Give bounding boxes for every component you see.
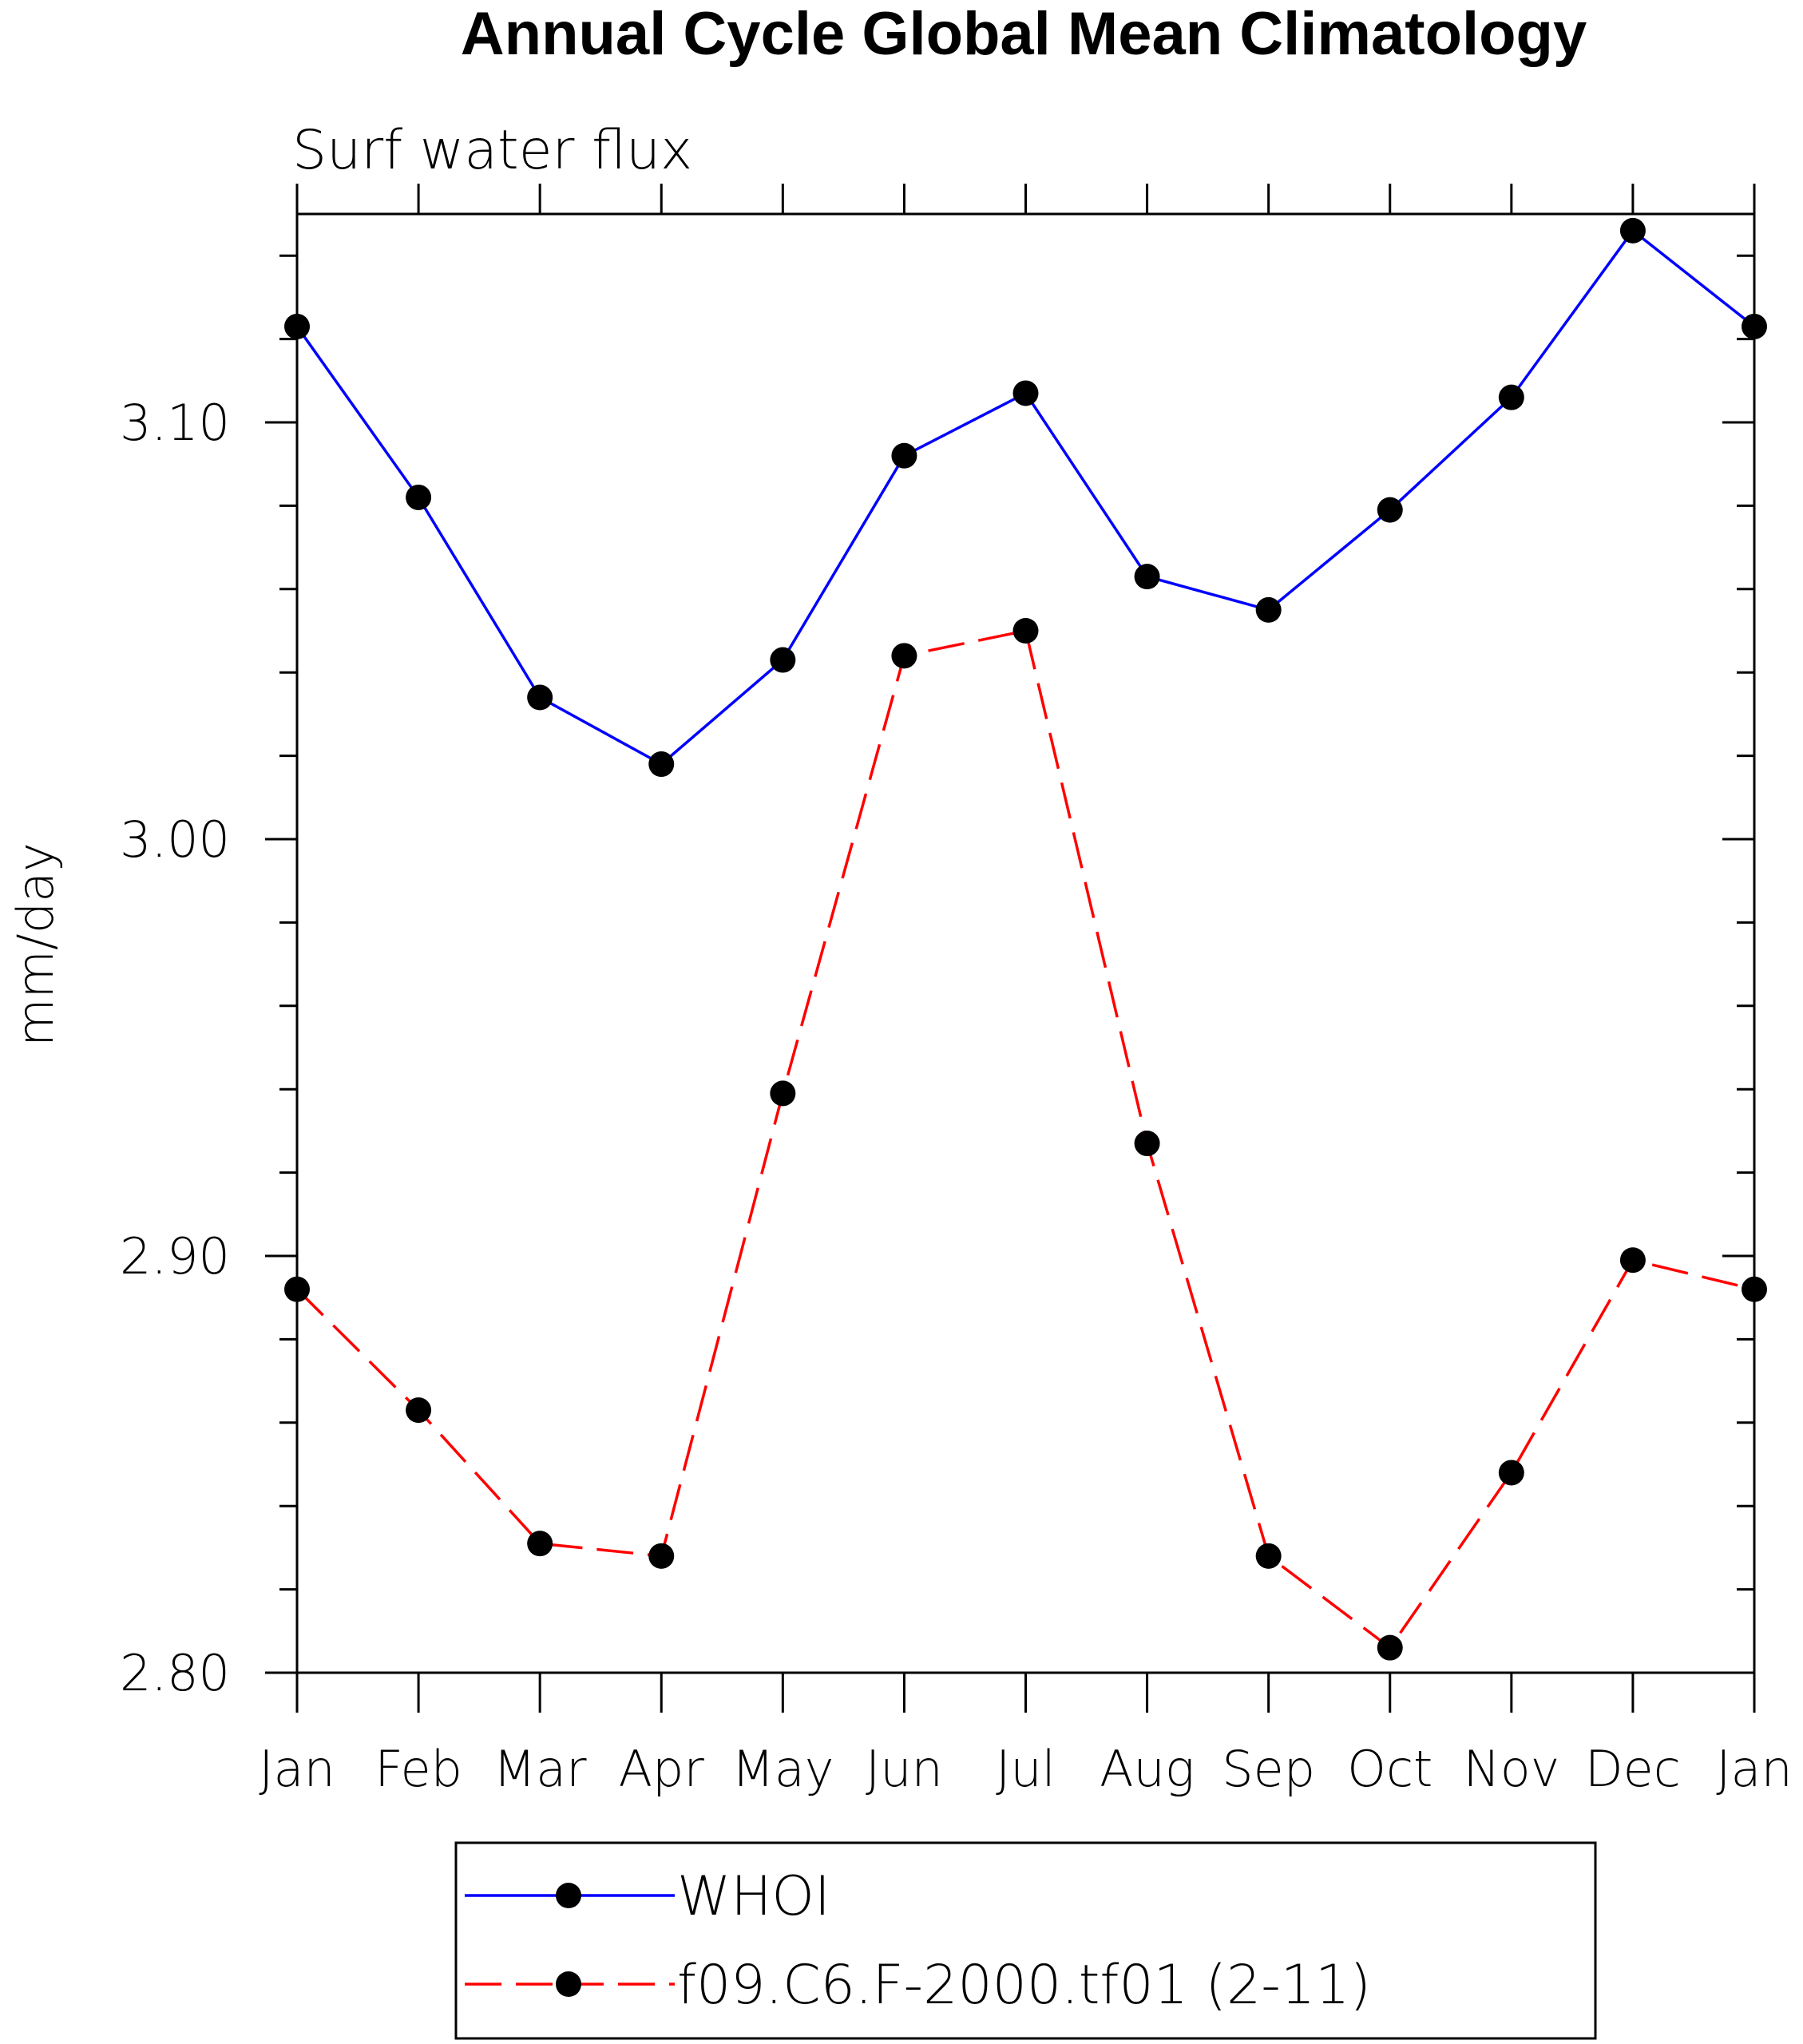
- legend: WHOI f09.C6.F-2000.tf01 (2-11): [454, 1841, 1597, 2040]
- x-tick-label: Aug: [1100, 1740, 1195, 1798]
- series-line-2: [295, 628, 1755, 1650]
- series-2-point: [284, 1276, 310, 1302]
- legend-box: [454, 1841, 1597, 2040]
- series-1-point: [1742, 313, 1767, 339]
- series-1-point: [891, 442, 917, 469]
- x-tick-label: Oct: [1347, 1740, 1432, 1798]
- series-2-point: [648, 1543, 675, 1569]
- series-1-point: [1012, 380, 1039, 406]
- y-axis-label: mm/day: [6, 842, 65, 1047]
- x-tick-label: Nov: [1463, 1740, 1559, 1798]
- x-tick-label: Mar: [493, 1740, 587, 1798]
- series-1-point: [648, 751, 675, 778]
- chart-title: Annual Cycle Global Mean Climatology: [461, 0, 1587, 68]
- series-2-point: [891, 643, 917, 669]
- x-tick-label: Jun: [866, 1740, 943, 1798]
- series-1-point: [1377, 497, 1403, 523]
- series-1-point: [1134, 564, 1160, 590]
- series-layer: [284, 217, 1767, 1661]
- legend-label-1: WHOI: [677, 1865, 830, 1928]
- series-1-point: [1619, 217, 1646, 244]
- legend-label-2: f09.C6.F-2000.tf01 (2-11): [677, 1954, 1371, 2017]
- series-2-point: [1619, 1247, 1646, 1274]
- y-tick-label: 3.00: [120, 810, 230, 869]
- series-1-point: [770, 647, 796, 673]
- y-tick-label: 3.10: [120, 394, 230, 452]
- x-axis: Jan Feb Mar Apr May Jun Jul Aug Sep Oct Nov Dec Jan: [259, 184, 1793, 1798]
- series-1-point: [1255, 596, 1282, 623]
- series-2-point: [527, 1531, 553, 1557]
- legend-marker-2: [556, 1971, 581, 1997]
- plot-area: [295, 212, 1756, 1674]
- x-tick-label: Apr: [619, 1740, 705, 1798]
- series-2-point: [1742, 1276, 1767, 1302]
- legend-marker-1: [556, 1883, 581, 1908]
- x-tick-label: Dec: [1585, 1740, 1681, 1798]
- x-tick-label: Jul: [996, 1740, 1056, 1798]
- series-2-point: [1255, 1543, 1282, 1569]
- series-2-point: [406, 1397, 432, 1424]
- x-tick-label: Sep: [1222, 1740, 1315, 1798]
- y-axis-label-group: mm/day: [6, 842, 65, 1047]
- series-2-point: [1498, 1460, 1524, 1486]
- x-tick-label: May: [731, 1740, 834, 1798]
- series-2-point: [1377, 1634, 1403, 1661]
- series-2-point: [770, 1080, 796, 1107]
- series-2-point: [1012, 618, 1039, 644]
- plot-frame: [295, 212, 1756, 1674]
- x-tick-label: Feb: [374, 1740, 462, 1798]
- y-axis: 2.80 2.90 3.00 3.10: [120, 254, 1754, 1702]
- series-1-point: [406, 484, 432, 510]
- x-tick-label: Jan: [259, 1740, 335, 1798]
- chart-subtitle: Surf water flux: [292, 119, 692, 182]
- x-tick-label: Jan: [1716, 1740, 1793, 1798]
- series-line-1: [295, 228, 1756, 766]
- series-1-point: [527, 684, 553, 711]
- y-tick-label: 2.90: [120, 1227, 230, 1285]
- y-tick-label: 2.80: [120, 1644, 230, 1702]
- series-1-point: [284, 313, 310, 339]
- series-1-point: [1498, 384, 1524, 410]
- series-2-point: [1134, 1131, 1160, 1157]
